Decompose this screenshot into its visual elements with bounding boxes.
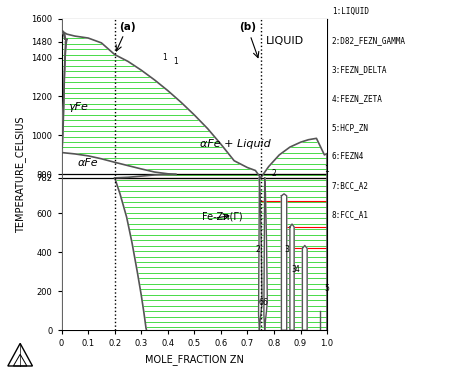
Text: 4:FEZN_ZETA: 4:FEZN_ZETA: [332, 95, 383, 104]
Text: 3:FEZN_DELTA: 3:FEZN_DELTA: [332, 65, 387, 75]
Polygon shape: [302, 246, 307, 330]
Text: 1: 1: [173, 58, 178, 66]
Y-axis label: TEMPERATURE_CELSIUS: TEMPERATURE_CELSIUS: [15, 116, 26, 233]
Text: 8:FCC_A1: 8:FCC_A1: [332, 210, 369, 220]
Polygon shape: [259, 178, 262, 330]
Text: (a): (a): [118, 22, 135, 32]
Text: 2: 2: [255, 245, 260, 254]
Polygon shape: [290, 224, 294, 330]
Text: αFe: αFe: [78, 158, 98, 168]
Text: γFe: γFe: [68, 102, 88, 112]
Text: 3: 3: [291, 265, 296, 274]
Text: Fe-Zn(Γ): Fe-Zn(Γ): [202, 211, 243, 221]
Polygon shape: [282, 194, 287, 330]
Text: αFe + Liquid: αFe + Liquid: [200, 139, 270, 149]
Polygon shape: [62, 19, 327, 178]
Text: (b): (b): [239, 22, 256, 32]
Text: 4: 4: [294, 265, 299, 274]
Polygon shape: [264, 178, 267, 330]
Text: 1: 1: [163, 53, 167, 62]
Text: 2:D82_FEZN_GAMMA: 2:D82_FEZN_GAMMA: [332, 36, 406, 45]
Text: 1:LIQUID: 1:LIQUID: [332, 7, 369, 16]
Text: 1: 1: [324, 165, 329, 174]
Polygon shape: [62, 152, 176, 330]
Polygon shape: [62, 19, 327, 178]
Polygon shape: [62, 31, 65, 40]
Text: 6: 6: [262, 298, 267, 307]
Text: 6:FEZN4: 6:FEZN4: [332, 152, 364, 161]
Polygon shape: [62, 31, 65, 40]
Polygon shape: [62, 152, 176, 330]
Polygon shape: [62, 39, 67, 152]
X-axis label: MOLE_FRACTION ZN: MOLE_FRACTION ZN: [145, 354, 244, 365]
Text: 2: 2: [271, 169, 276, 178]
Text: 6: 6: [258, 298, 263, 307]
Polygon shape: [62, 39, 67, 152]
Text: 5: 5: [324, 284, 329, 293]
Text: 7:BCC_A2: 7:BCC_A2: [332, 181, 369, 190]
Text: LIQUID: LIQUID: [266, 36, 304, 46]
Text: 5:HCP_ZN: 5:HCP_ZN: [332, 124, 369, 132]
Text: 3: 3: [284, 245, 290, 254]
